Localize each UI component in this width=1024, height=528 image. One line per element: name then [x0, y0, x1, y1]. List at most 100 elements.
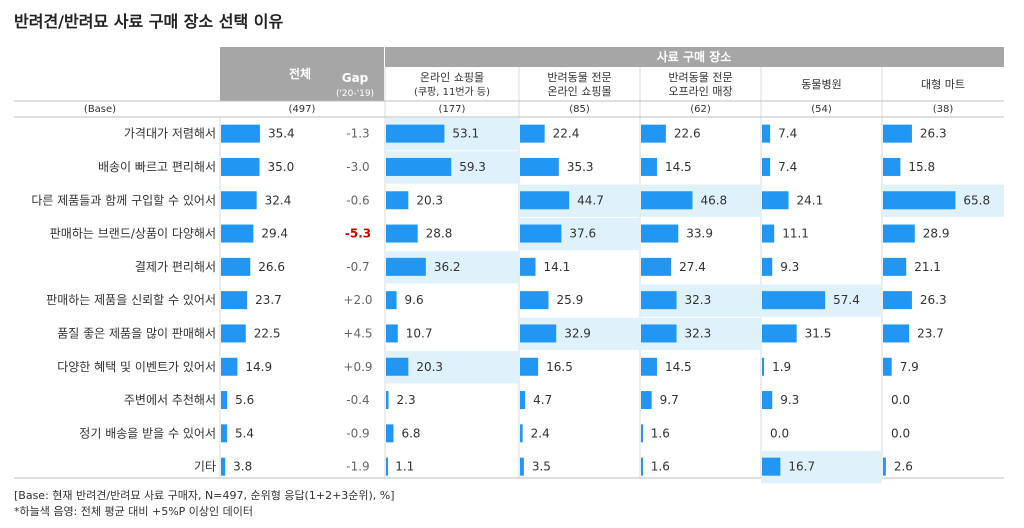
category-label: 품질 좋은 제품을 많이 판매해서 [57, 326, 216, 340]
category-label: 다양한 혜택 및 이벤트가 있어서 [57, 360, 216, 374]
gap-value: +4.5 [343, 326, 372, 340]
series-bar [641, 324, 677, 343]
series-bar [386, 324, 398, 343]
series-value: 14.1 [544, 260, 571, 274]
base-note: [Base: 현재 반려견/반려묘 사료 구매자, N=497, 순위형 응답(… [14, 489, 395, 502]
series-bar [520, 157, 559, 176]
series-value: 6.8 [401, 426, 420, 440]
total-value: 14.9 [245, 360, 272, 374]
gap-subheader: ('20-'19) [336, 89, 374, 99]
series-bar [520, 124, 545, 143]
series-bar [883, 124, 912, 143]
category-label: 다른 제품들과 함께 구입할 수 있어서 [31, 193, 216, 207]
gap-value: -0.9 [346, 426, 369, 440]
column-header: 대형 마트 [921, 78, 965, 91]
series-value: 1.9 [772, 360, 791, 374]
total-bar [221, 391, 228, 410]
gap-value: +0.9 [343, 360, 372, 374]
series-bar [386, 157, 452, 176]
series-bar [520, 391, 526, 410]
series-bar [883, 257, 907, 276]
series-bar [762, 224, 775, 243]
column-subheader: (쿠팡, 11번가 등) [414, 86, 490, 98]
column-base: (177) [439, 104, 466, 115]
series-value: 1.6 [651, 426, 670, 440]
series-bar [520, 324, 557, 343]
series-value: 26.3 [920, 293, 947, 307]
total-value: 26.6 [258, 260, 285, 274]
series-bar [762, 357, 765, 376]
series-bar [641, 257, 672, 276]
total-bar [221, 257, 251, 276]
series-value: 9.3 [780, 260, 799, 274]
series-value: 9.7 [660, 393, 679, 407]
series-value: 59.3 [459, 160, 486, 174]
series-bar [762, 391, 773, 410]
base-label: (Base) [84, 104, 116, 115]
total-bar [221, 457, 226, 476]
series-bar [762, 124, 771, 143]
series-value: 11.1 [782, 227, 809, 241]
series-value: 4.7 [533, 393, 552, 407]
total-bar [221, 191, 257, 210]
series-value: 31.5 [805, 326, 832, 340]
series-bar [762, 257, 773, 276]
series-bar [386, 357, 409, 376]
series-bar [762, 191, 789, 210]
series-bar [762, 324, 797, 343]
total-bar [221, 324, 246, 343]
series-value: 9.6 [405, 293, 424, 307]
total-header: 전체 [289, 66, 311, 81]
chart-title: 반려견/반려묘 사료 구매 장소 선택 이유 [14, 12, 284, 31]
highlight-cell [761, 451, 882, 484]
series-bar [641, 191, 693, 210]
category-label: 주변에서 추천해서 [124, 392, 216, 407]
gap-value: -1.3 [346, 127, 369, 141]
total-bar [221, 157, 260, 176]
category-label: 결제가 편리해서 [135, 260, 216, 274]
series-value: 0.0 [891, 426, 910, 440]
series-bar [762, 457, 781, 476]
series-bar [386, 391, 389, 410]
series-value: 37.6 [569, 227, 596, 241]
series-value: 2.6 [894, 460, 913, 474]
series-bar [883, 457, 886, 476]
total-value: 3.8 [233, 460, 252, 474]
column-header: 동물병원 [801, 78, 841, 91]
series-value: 20.3 [416, 360, 443, 374]
total-base: (497) [289, 104, 316, 115]
series-value: 46.8 [700, 193, 727, 207]
series-value: 0.0 [891, 393, 910, 407]
series-value: 26.3 [920, 127, 947, 141]
series-bar [520, 291, 549, 310]
gap-value: -5.3 [345, 227, 371, 241]
series-value: 16.5 [546, 360, 573, 374]
series-bar [386, 291, 397, 310]
series-value: 7.4 [778, 127, 797, 141]
column-header: 반려동물 전문 [668, 71, 732, 84]
total-bar [221, 357, 238, 376]
column-base: (85) [569, 104, 590, 115]
total-value: 35.0 [268, 160, 295, 174]
series-value: 21.1 [914, 260, 941, 274]
series-bar [762, 291, 826, 310]
column-subheader: 온라인 쇼핑몰 [547, 85, 611, 98]
gap-value: +2.0 [343, 293, 372, 307]
series-value: 65.8 [963, 193, 990, 207]
series-bar [641, 124, 666, 143]
series-value: 3.5 [532, 460, 551, 474]
series-value: 1.1 [395, 460, 414, 474]
series-value: 14.5 [665, 160, 692, 174]
series-value: 32.9 [564, 326, 591, 340]
series-value: 0.0 [770, 426, 789, 440]
series-value: 27.4 [679, 260, 706, 274]
highlight-note: *하늘색 음영: 전체 평균 대비 +5%P 이상인 데이터 [14, 505, 254, 518]
series-bar [762, 157, 771, 176]
series-value: 22.4 [553, 127, 580, 141]
column-header: 온라인 쇼핑몰 [420, 71, 484, 84]
total-bar [221, 424, 227, 443]
group-header-bg [385, 47, 1004, 67]
series-bar [520, 224, 562, 243]
series-bar [641, 391, 652, 410]
series-bar [641, 157, 657, 176]
